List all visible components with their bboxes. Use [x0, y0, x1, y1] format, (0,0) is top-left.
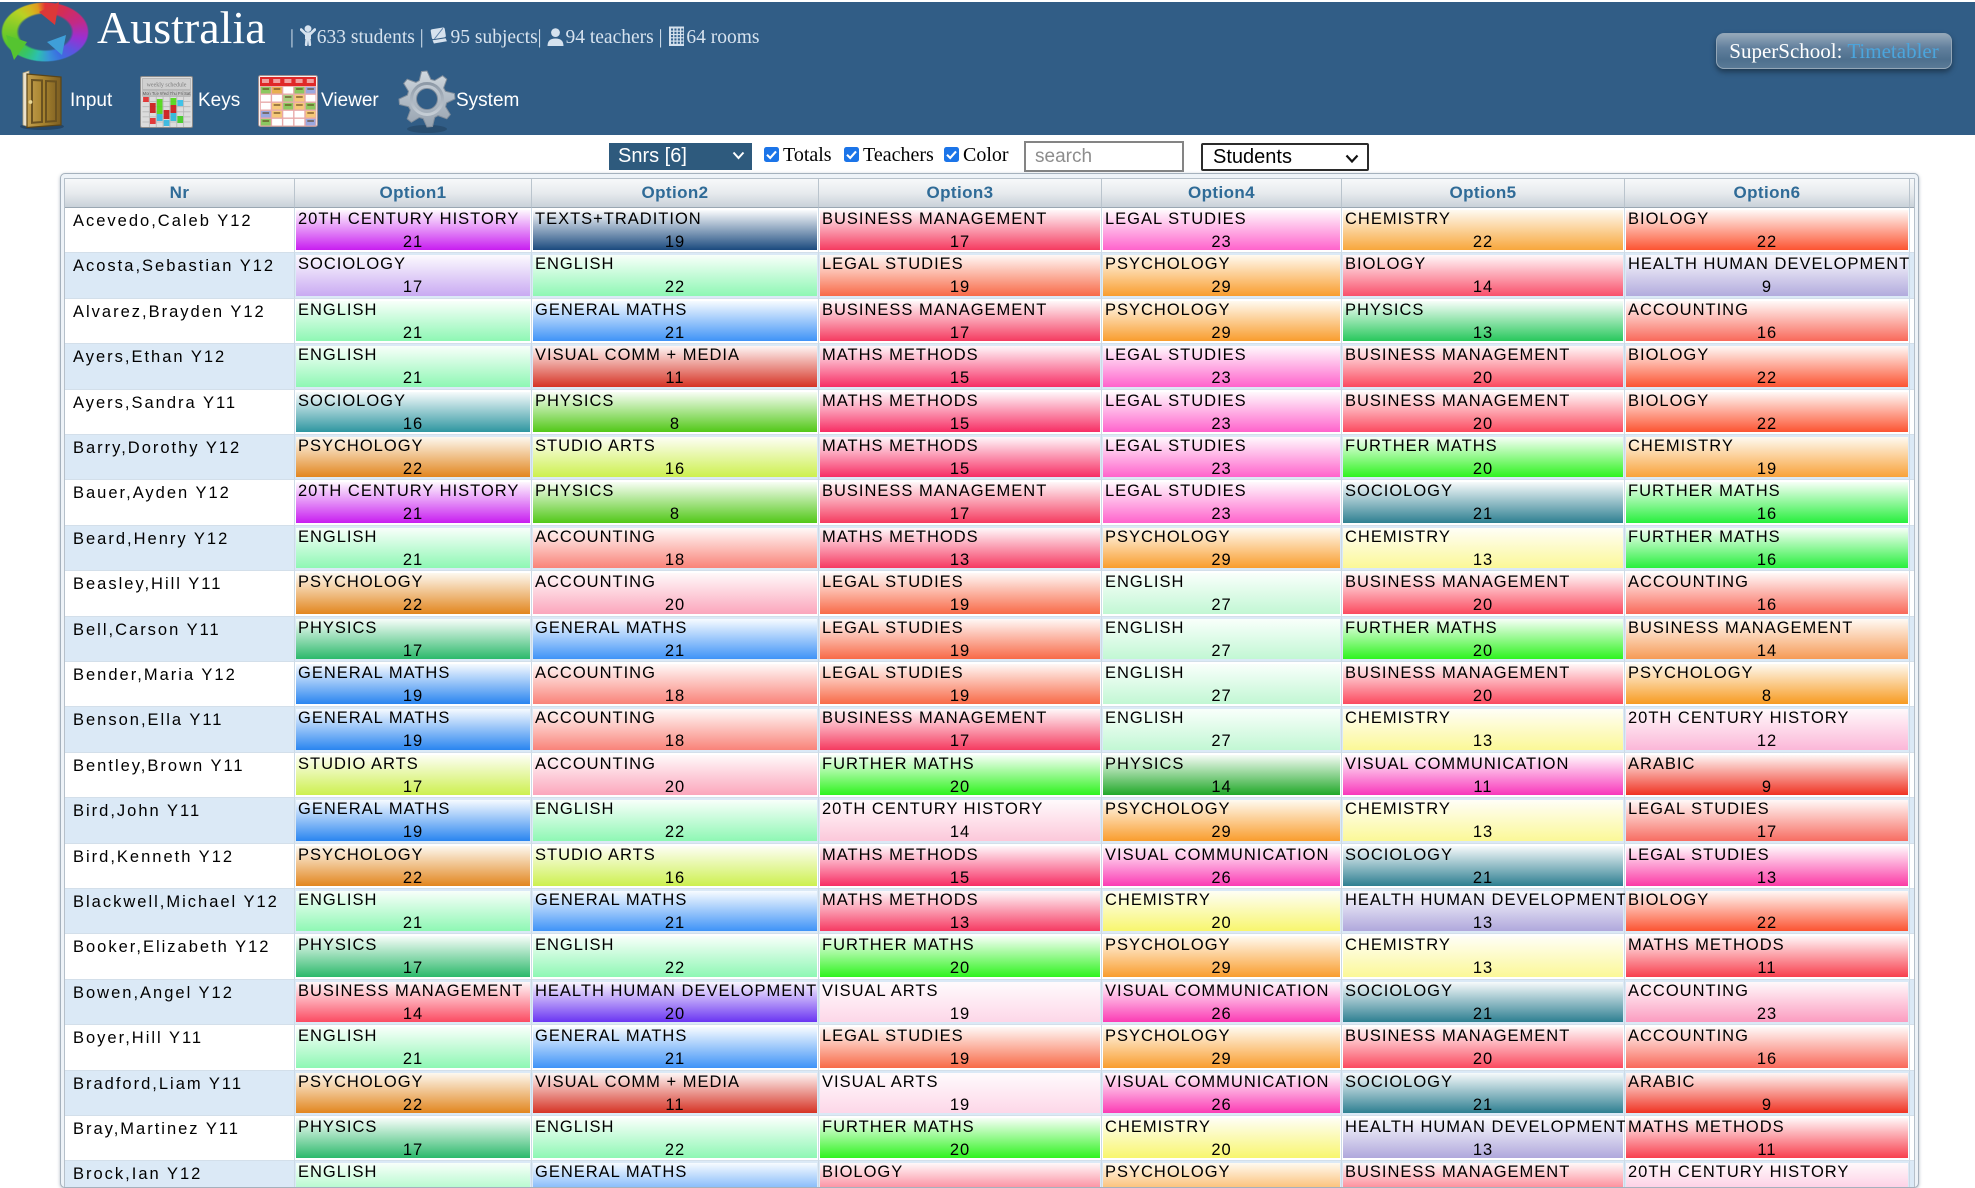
svg-text:Mon Tue Wed Thu Fri Sat: Mon Tue Wed Thu Fri Sat: [143, 91, 192, 96]
svg-text:weekly schedule: weekly schedule: [147, 83, 187, 89]
